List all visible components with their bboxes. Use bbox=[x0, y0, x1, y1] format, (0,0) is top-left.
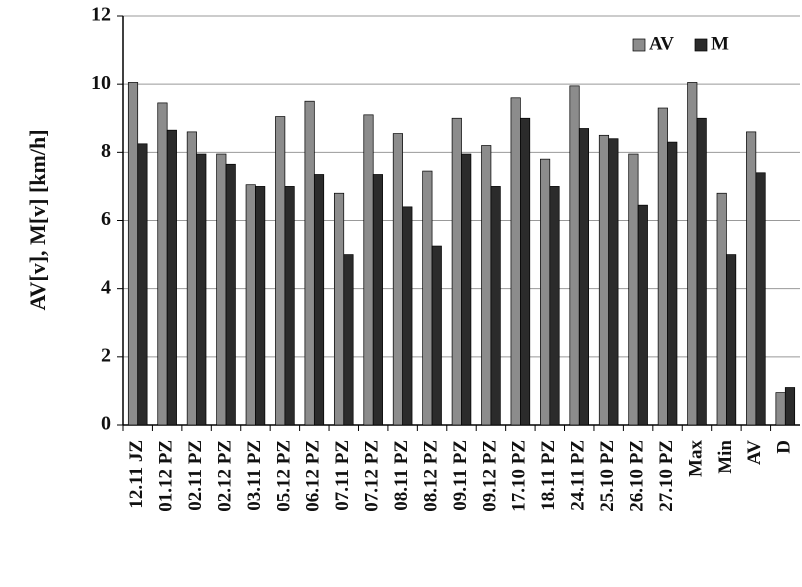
x-tick-label: AV bbox=[744, 440, 765, 465]
x-tick-label: D bbox=[774, 440, 795, 454]
x-tick-label: 05.12 PZ bbox=[273, 440, 294, 512]
bar bbox=[726, 254, 737, 426]
bar bbox=[157, 102, 168, 426]
legend-label: AV bbox=[649, 33, 674, 54]
bar bbox=[255, 186, 266, 426]
y-tick-label: 10 bbox=[91, 72, 111, 94]
x-tick-label: 27.10 PZ bbox=[656, 440, 677, 512]
x-tick-label: 26.10 PZ bbox=[626, 440, 647, 512]
legend-label: M bbox=[711, 33, 729, 54]
x-tick-label: Max bbox=[685, 440, 706, 477]
x-tick-label: 02.12 PZ bbox=[214, 440, 235, 512]
bar bbox=[598, 134, 610, 426]
bar bbox=[775, 392, 786, 426]
bar bbox=[628, 153, 639, 426]
x-tick-label: 17.10 PZ bbox=[509, 440, 530, 512]
bar bbox=[275, 116, 286, 426]
bar bbox=[578, 128, 590, 426]
bar bbox=[304, 100, 315, 426]
bar bbox=[372, 174, 383, 426]
bar bbox=[667, 141, 678, 426]
bar bbox=[510, 97, 521, 426]
bar bbox=[481, 145, 492, 426]
bar bbox=[569, 85, 580, 426]
x-tick-label: 24.11 PZ bbox=[568, 440, 589, 511]
bar bbox=[284, 186, 295, 426]
bar bbox=[343, 254, 354, 426]
bar bbox=[422, 170, 433, 426]
x-tick-label: 09.11 PZ bbox=[450, 440, 471, 511]
bar bbox=[313, 174, 325, 426]
y-tick-label: 12 bbox=[91, 4, 111, 26]
x-tick-label: 25.10 PZ bbox=[597, 440, 618, 512]
bar bbox=[608, 138, 619, 426]
bar bbox=[755, 172, 766, 426]
x-tick-label: 09.12 PZ bbox=[479, 440, 500, 512]
bar bbox=[549, 186, 560, 426]
x-tick-label: 08.12 PZ bbox=[420, 440, 441, 512]
y-tick-label: 4 bbox=[101, 276, 111, 298]
bar bbox=[451, 117, 462, 426]
x-tick-label: 08.11 PZ bbox=[391, 440, 412, 511]
x-tick-label: 06.12 PZ bbox=[303, 440, 324, 512]
x-tick-label: 03.11 PZ bbox=[244, 440, 265, 511]
bar bbox=[333, 192, 345, 426]
y-tick-label: 6 bbox=[101, 208, 111, 230]
bar bbox=[540, 158, 551, 426]
bar bbox=[225, 163, 236, 426]
bar bbox=[363, 114, 374, 426]
bar bbox=[127, 82, 139, 426]
bar bbox=[490, 186, 501, 426]
legend-swatch bbox=[632, 38, 646, 52]
x-tick-label: 07.12 PZ bbox=[362, 440, 383, 512]
legend-swatch bbox=[694, 38, 708, 52]
y-tick-label: 0 bbox=[101, 413, 111, 435]
y-tick-label: 2 bbox=[101, 344, 111, 366]
bar bbox=[746, 131, 757, 426]
bar bbox=[245, 184, 256, 426]
bar bbox=[637, 204, 648, 426]
bar bbox=[716, 192, 727, 426]
bar bbox=[137, 143, 148, 426]
bar bbox=[216, 153, 227, 426]
bar bbox=[657, 107, 668, 426]
y-axis-label: AV[v], M[v] [km/h] bbox=[25, 129, 50, 310]
y-tick-label: 8 bbox=[101, 140, 111, 162]
bar bbox=[402, 206, 413, 426]
x-tick-label: 12.11 JZ bbox=[126, 440, 147, 509]
x-tick-label: 02.11 PZ bbox=[185, 440, 206, 511]
bar bbox=[431, 245, 442, 426]
bar bbox=[196, 153, 207, 426]
bar bbox=[166, 129, 177, 426]
bar bbox=[784, 387, 796, 426]
x-tick-label: 07.11 PZ bbox=[332, 440, 353, 511]
x-tick-label: 01.12 PZ bbox=[156, 440, 177, 512]
bar bbox=[696, 117, 707, 426]
bar bbox=[687, 82, 698, 426]
x-tick-label: Min bbox=[715, 440, 736, 474]
x-tick-label: 18.11 PZ bbox=[538, 440, 559, 511]
bar bbox=[186, 131, 197, 426]
bar bbox=[461, 153, 472, 426]
bar bbox=[520, 117, 531, 426]
bar bbox=[392, 133, 403, 426]
